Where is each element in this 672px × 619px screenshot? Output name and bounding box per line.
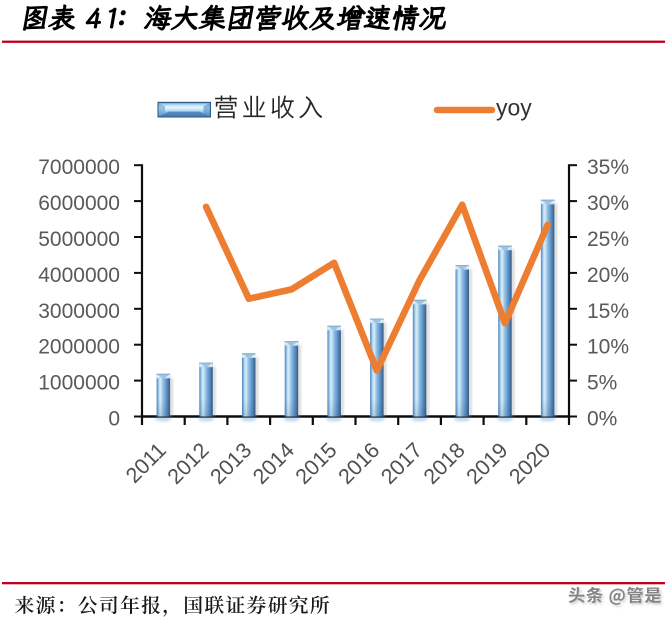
svg-text:2000000: 2000000 <box>38 336 120 359</box>
svg-text:3000000: 3000000 <box>38 300 120 323</box>
svg-text:20%: 20% <box>587 264 629 287</box>
svg-text:5%: 5% <box>587 372 617 395</box>
svg-text:4000000: 4000000 <box>38 264 120 287</box>
svg-text:25%: 25% <box>587 228 629 251</box>
svg-text:yoy: yoy <box>496 95 532 121</box>
svg-text:0: 0 <box>108 408 120 431</box>
svg-text:1000000: 1000000 <box>38 372 120 395</box>
svg-text:10%: 10% <box>587 336 629 359</box>
svg-text:30%: 30% <box>587 192 629 215</box>
svg-text:15%: 15% <box>587 300 629 323</box>
svg-text:7000000: 7000000 <box>38 156 120 179</box>
svg-text:6000000: 6000000 <box>38 192 120 215</box>
svg-text:35%: 35% <box>587 156 629 179</box>
svg-text:5000000: 5000000 <box>38 228 120 251</box>
svg-text:0%: 0% <box>587 408 617 431</box>
